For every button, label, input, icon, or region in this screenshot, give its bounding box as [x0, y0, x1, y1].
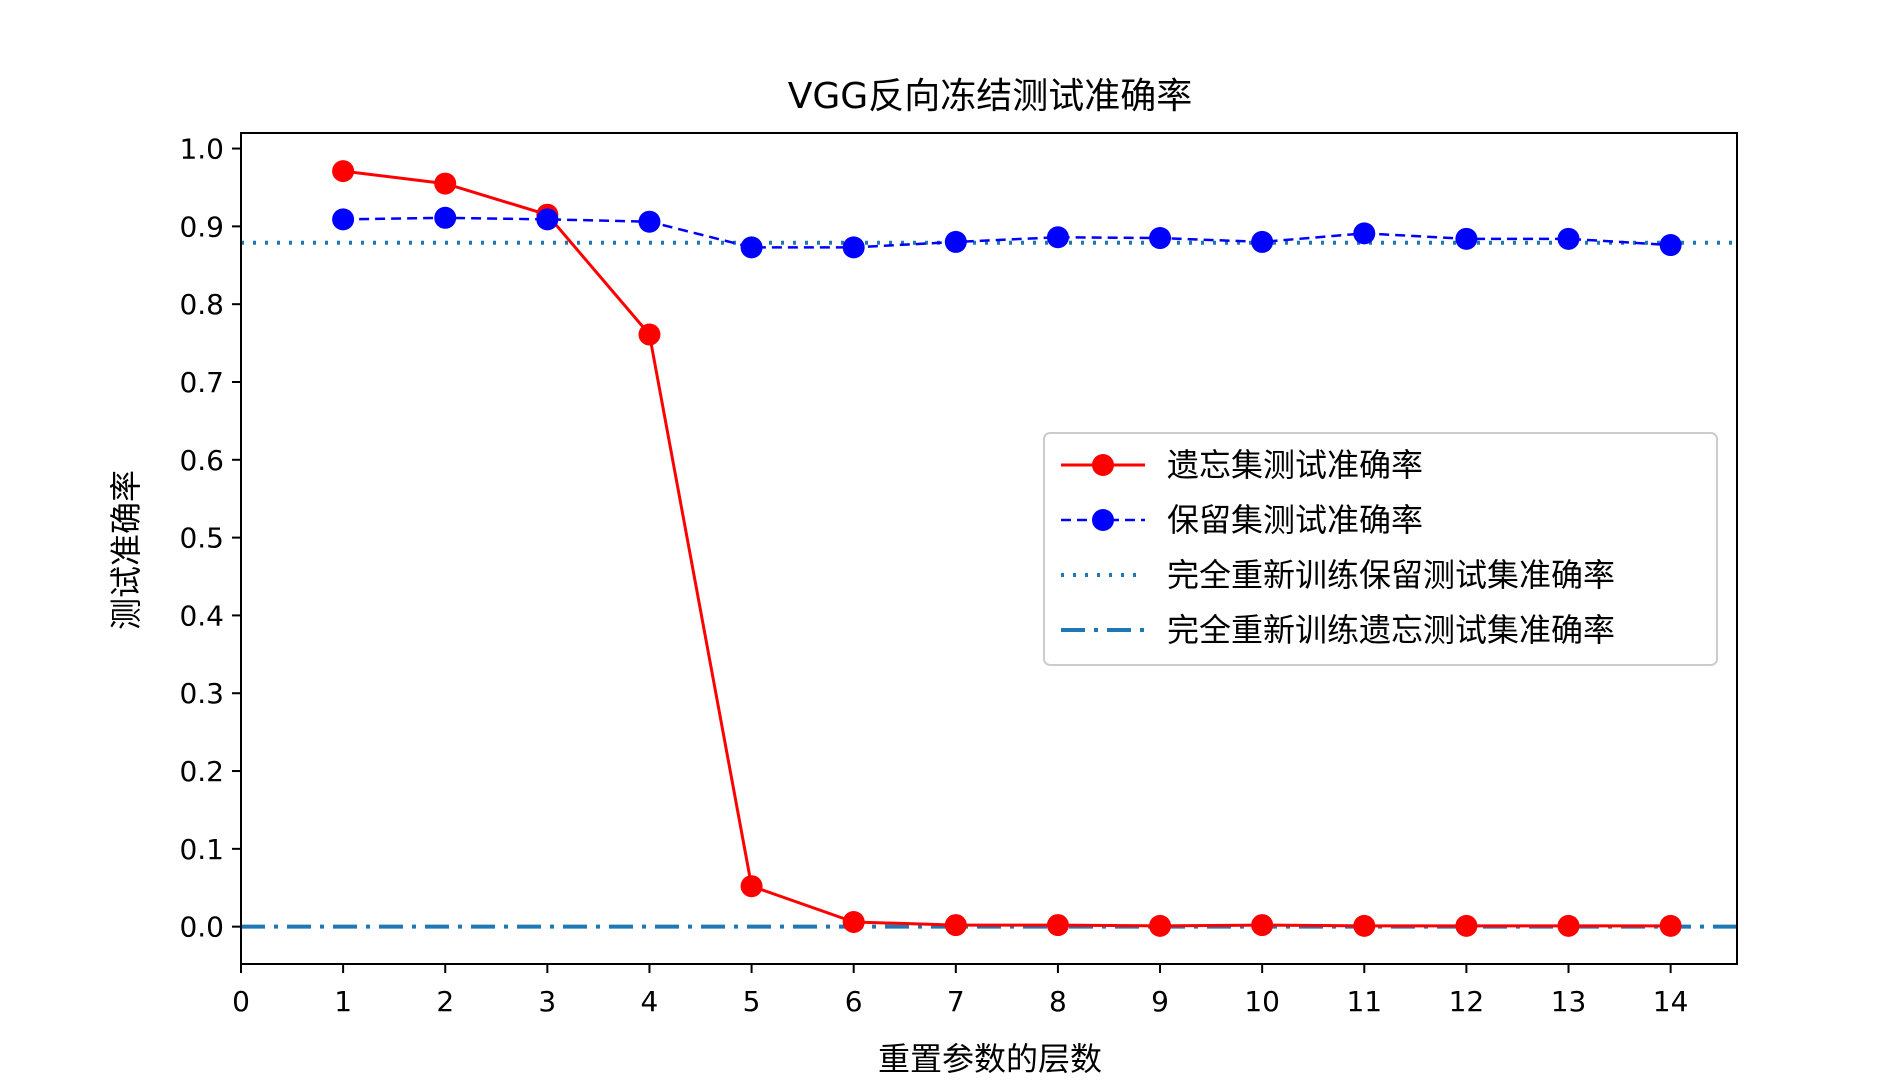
- series-1-point: [1251, 230, 1274, 253]
- y-axis-label: 测试准确率: [107, 470, 145, 630]
- plot-area: [241, 160, 1737, 937]
- legend-frame: [1043, 432, 1718, 666]
- series-0-point: [1353, 914, 1376, 937]
- series-line-1: [343, 216, 1671, 249]
- series-0-point: [1149, 914, 1172, 937]
- y-tick-label: 0.0: [179, 911, 224, 944]
- x-tick-label: 7: [947, 985, 965, 1018]
- series-1-point: [842, 236, 865, 259]
- series-line-0: [342, 169, 1671, 928]
- x-tick-label: 13: [1551, 985, 1587, 1018]
- axis-ticks: 0 1 2 3 4 5 6 7 8 9 10 11 12 13 140.00.10.20.30.40.50.…: [179, 133, 1688, 1018]
- series-0-point: [1455, 914, 1478, 937]
- x-tick-label: 0: [232, 985, 250, 1018]
- x-tick-label: 6: [845, 985, 863, 1018]
- x-tick-label: 3: [538, 985, 556, 1018]
- chart-title: VGG反向冻结测试准确率: [788, 76, 1192, 117]
- series-0-point: [1659, 914, 1682, 937]
- legend-marker-0: [1092, 454, 1114, 476]
- x-tick-label: 4: [641, 985, 659, 1018]
- legend-label-0: 遗忘集测试准确率: [1167, 446, 1423, 484]
- series-0-point: [944, 914, 967, 937]
- legend: 遗忘集测试准确率保留集测试准确率完全重新训练保留测试集准确率完全重新训练遗忘测试…: [1043, 432, 1718, 666]
- y-tick-label: 0.3: [179, 677, 224, 710]
- series-1-point: [944, 230, 967, 253]
- y-tick-label: 0.9: [179, 210, 224, 243]
- series-1-point: [1046, 226, 1069, 249]
- series-0-point: [1557, 914, 1580, 937]
- series-1-point: [638, 210, 661, 233]
- x-axis-label: 重置参数的层数: [878, 1040, 1102, 1078]
- x-tick-label: 11: [1346, 985, 1382, 1018]
- series-0-point: [332, 160, 355, 183]
- series-0-point: [740, 875, 763, 898]
- series-1-point: [536, 208, 559, 231]
- series-0-point: [1251, 914, 1274, 937]
- series-1-point: [1659, 234, 1682, 257]
- y-tick-label: 0.6: [179, 444, 224, 477]
- series-1-point: [740, 236, 763, 259]
- y-tick-label: 0.8: [179, 288, 224, 321]
- x-tick-label: 9: [1151, 985, 1169, 1018]
- series-0-point: [638, 323, 661, 346]
- y-tick-label: 0.1: [179, 833, 224, 866]
- y-tick-label: 0.2: [179, 755, 224, 788]
- legend-label-2: 完全重新训练保留测试集准确率: [1167, 556, 1615, 594]
- y-tick-label: 0.5: [179, 522, 224, 555]
- series-0-point: [434, 172, 457, 195]
- series-1-point: [332, 208, 355, 231]
- legend-label-1: 保留集测试准确率: [1167, 501, 1423, 539]
- y-tick-label: 0.7: [179, 366, 224, 399]
- x-tick-label: 14: [1653, 985, 1689, 1018]
- legend-marker-1: [1092, 509, 1114, 531]
- series-0-point: [842, 910, 865, 933]
- axes-frame: [240, 132, 1738, 965]
- x-tick-label: 2: [436, 985, 454, 1018]
- x-tick-label: 12: [1449, 985, 1485, 1018]
- series-1-point: [1353, 222, 1376, 245]
- y-tick-label: 0.4: [179, 599, 224, 632]
- y-tick-label: 1.0: [179, 133, 224, 166]
- series-1-point: [1455, 227, 1478, 250]
- x-tick-label: 1: [334, 985, 352, 1018]
- series-1-point: [1149, 227, 1172, 250]
- series-1-point: [1557, 227, 1580, 250]
- x-tick-label: 8: [1049, 985, 1067, 1018]
- series-1-point: [434, 206, 457, 229]
- series-0-point: [1046, 914, 1069, 937]
- legend-label-3: 完全重新训练遗忘测试集准确率: [1167, 611, 1615, 649]
- x-tick-label: 5: [743, 985, 761, 1018]
- x-tick-label: 10: [1244, 985, 1280, 1018]
